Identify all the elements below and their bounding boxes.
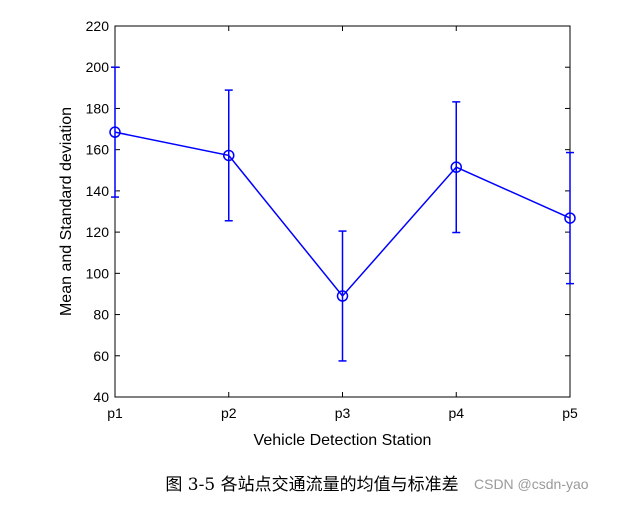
x-tick-label: p2 bbox=[221, 405, 237, 421]
watermark: CSDN @csdn-yao bbox=[474, 476, 589, 492]
x-axis-label: Vehicle Detection Station bbox=[254, 432, 432, 449]
y-tick-label: 100 bbox=[86, 265, 110, 281]
x-axis: p1 p2 p3 p4 p5 bbox=[107, 26, 578, 421]
chart: 40 60 80 100 120 140 160 180 200 220 p1 p2 p3 p4 p5 V… bbox=[58, 18, 578, 449]
x-tick-label: p4 bbox=[448, 405, 464, 421]
data-point-marker bbox=[336, 290, 349, 302]
x-tick-label: p1 bbox=[107, 405, 123, 421]
y-tick-label: 60 bbox=[93, 348, 109, 364]
x-tick-label: p3 bbox=[335, 405, 351, 421]
y-tick-label: 120 bbox=[86, 224, 110, 240]
y-tick-label: 200 bbox=[86, 59, 110, 75]
series-group bbox=[109, 66, 576, 362]
figure-caption: 图 3-5 各站点交通流量的均值与标准差 bbox=[165, 475, 459, 495]
data-point-marker bbox=[223, 149, 235, 162]
y-tick-label: 40 bbox=[93, 389, 109, 405]
y-tick-label: 160 bbox=[86, 142, 110, 158]
y-tick-label: 80 bbox=[93, 307, 109, 323]
y-axis-label: Mean and Standard deviation bbox=[58, 107, 75, 316]
y-tick-label: 180 bbox=[86, 100, 110, 116]
x-tick-label: p5 bbox=[562, 405, 578, 421]
y-axis: 40 60 80 100 120 140 160 180 200 220 bbox=[86, 18, 570, 405]
data-point-marker bbox=[564, 212, 576, 224]
y-tick-label: 220 bbox=[86, 18, 110, 34]
data-point-marker bbox=[450, 161, 462, 173]
data-point-marker bbox=[109, 126, 121, 138]
y-tick-label: 140 bbox=[86, 183, 110, 199]
